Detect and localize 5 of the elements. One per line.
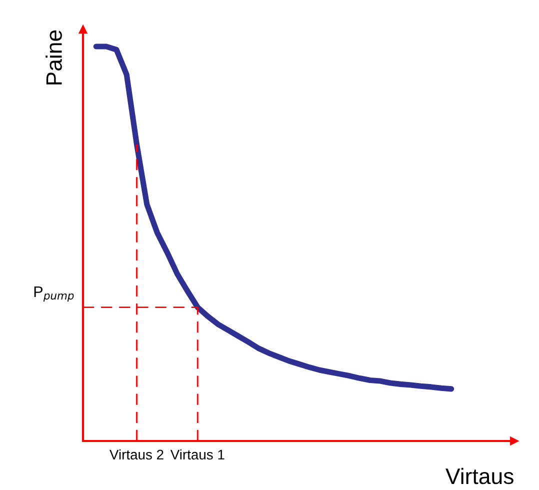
x-axis-title: Virtaus [446, 468, 514, 484]
ref-line-label: P$_{pump}$ [34, 286, 74, 302]
x-tick-label: Virtaus 1 [170, 449, 224, 460]
x-tick-label: Virtaus 2 [110, 449, 164, 460]
y-axis-title: Paine [46, 30, 62, 84]
